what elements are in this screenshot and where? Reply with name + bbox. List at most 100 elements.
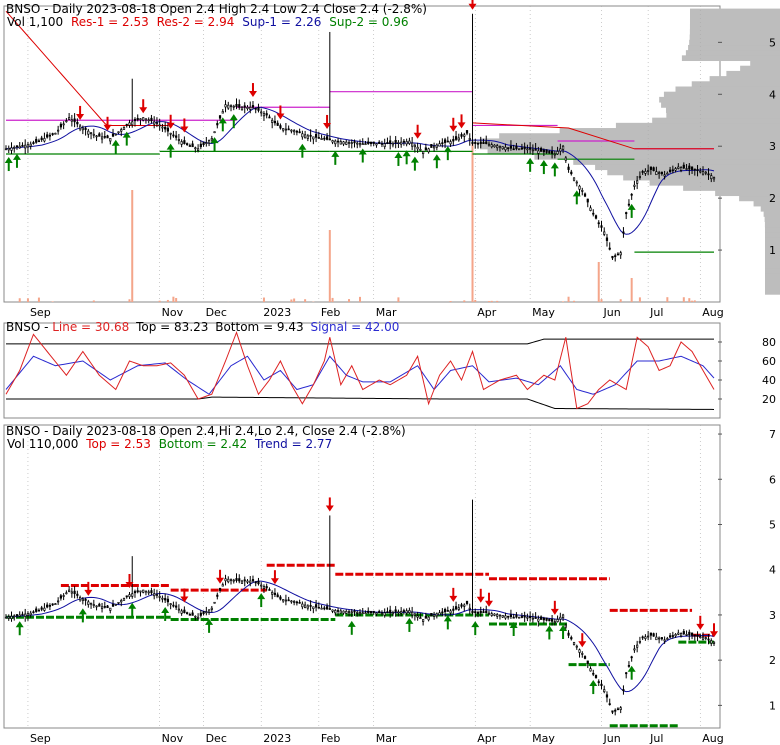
price-candle <box>32 142 35 144</box>
price-candle <box>572 177 576 181</box>
trend-price-candle <box>644 636 647 639</box>
price-candle <box>35 138 38 143</box>
trend-price-candle <box>594 675 598 679</box>
price-candle <box>260 111 263 114</box>
trend-price-candle <box>416 615 419 618</box>
price-candle <box>666 172 669 175</box>
price-candle <box>78 125 82 130</box>
trend-price-candle <box>531 617 534 620</box>
trend-price-candle <box>89 602 93 605</box>
volume-bar <box>567 296 570 302</box>
price-candle <box>117 131 120 134</box>
profile-bar <box>764 221 780 228</box>
profile-bar <box>691 81 780 87</box>
trend-price-candle <box>496 614 499 617</box>
trend-price-candle <box>556 619 559 623</box>
trend-price-candle <box>378 611 381 614</box>
x-tick-label: May <box>532 732 555 745</box>
price-candle <box>460 134 463 137</box>
price-candle <box>336 140 340 143</box>
profile-bar <box>764 226 780 233</box>
y-tick-label: 80 <box>762 336 776 349</box>
price-candle <box>218 115 222 119</box>
trend-price-candle <box>507 615 510 618</box>
price-candle <box>207 140 211 144</box>
trend-price-candle <box>520 616 524 618</box>
price-candle <box>405 141 408 145</box>
trend-price-candle <box>4 616 8 619</box>
trend-price-candle <box>413 613 416 616</box>
x-tick-label: Jun <box>602 306 620 319</box>
trend-price-candle <box>73 590 76 595</box>
trend-price-candle <box>293 601 296 603</box>
price-candle <box>271 119 274 123</box>
price-candle <box>372 141 375 144</box>
trend-price-candle <box>422 619 425 622</box>
price-candle <box>150 117 153 122</box>
profile-bar <box>607 169 780 176</box>
trend-price-candle <box>501 615 504 618</box>
profile-bar <box>487 148 780 155</box>
price-candle <box>658 172 661 175</box>
trend-price-candle <box>622 689 625 692</box>
price-candle <box>575 181 578 184</box>
trend-price-candle <box>583 656 587 659</box>
trend-title-main: BNSO - Daily 2023-08-18 Open 2.4,Hi 2.4,… <box>6 424 406 438</box>
trend-price-candle <box>432 614 436 617</box>
sup2-label: Sup-2 = 0.96 <box>329 15 408 29</box>
trend-price-candle <box>542 618 545 621</box>
volume-bars <box>18 142 696 302</box>
trend-price-candle <box>476 611 480 614</box>
price-candle <box>652 167 655 171</box>
trend-price-candle <box>29 612 32 616</box>
price-candle <box>556 151 559 155</box>
profile-bar <box>765 289 780 295</box>
x-tick-label: Apr <box>477 732 497 745</box>
price-candle <box>690 166 694 170</box>
volume-bar <box>175 297 178 302</box>
signal-arrows <box>4 0 636 218</box>
trend-price-candle <box>534 617 537 619</box>
price-candle <box>240 106 244 111</box>
price-candle <box>249 106 252 110</box>
price-candle <box>100 136 104 140</box>
buy-arrow-head <box>229 114 238 121</box>
x-tick-label: May <box>532 306 555 319</box>
trend-price-candle <box>350 611 353 614</box>
price-candle <box>550 150 554 154</box>
x-tick-label: Nov <box>162 306 184 319</box>
trend-price-candle <box>320 607 323 610</box>
y-tick-label: 4 <box>769 88 776 101</box>
price-candle <box>172 134 175 137</box>
trend-buy-arrow-head <box>161 606 170 613</box>
trend-price-candle <box>177 608 180 611</box>
x-tick-label: Sep <box>30 732 51 745</box>
price-candle <box>570 171 573 175</box>
trend-price-candle <box>443 608 447 613</box>
trend-price-candle <box>674 634 677 637</box>
price-candle <box>95 135 98 138</box>
x-tick-label: 2023 <box>263 306 291 319</box>
trend-price-candle <box>325 606 329 610</box>
price-candle <box>10 147 13 151</box>
trend-price-candle <box>194 615 197 618</box>
trend-price-candle <box>54 603 57 605</box>
price-candle <box>144 118 148 121</box>
trend-price-candle <box>32 611 35 614</box>
trend-price-candle <box>268 589 271 591</box>
profile-bar <box>764 231 780 238</box>
price-candle <box>443 139 447 143</box>
trend-price-candle <box>408 610 411 613</box>
buy-arrow-head <box>4 157 13 164</box>
price-y-axis: 1 2 3 4 5 <box>718 36 776 257</box>
price-candle <box>671 169 674 172</box>
trend-price-candle <box>254 581 257 584</box>
price-candle <box>397 142 400 144</box>
x-tick-label: Jul <box>649 732 663 745</box>
trend-price-candle <box>515 614 518 618</box>
price-candle <box>438 143 441 147</box>
trend-price-candle <box>265 586 268 589</box>
price-candle <box>59 123 62 128</box>
trend-price-candle <box>144 590 148 593</box>
price-candle <box>449 141 452 145</box>
